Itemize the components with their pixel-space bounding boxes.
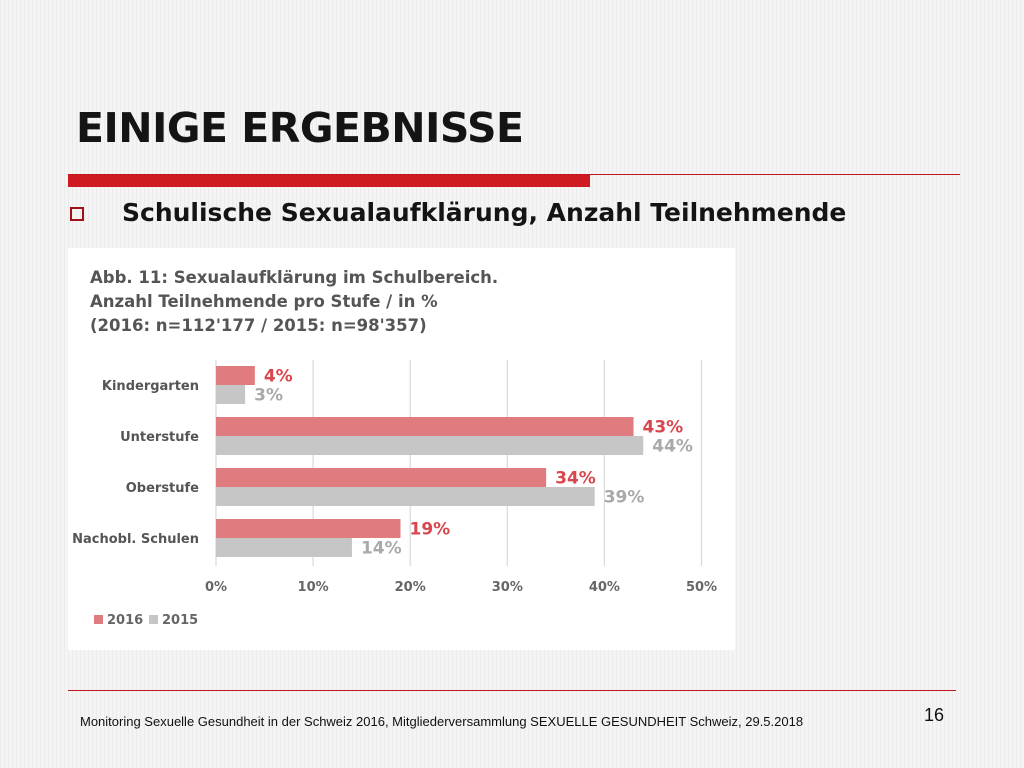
- chart-title-line-3: (2016: n=112'177 / 2015: n=98'357): [90, 316, 427, 335]
- data-label-2015: 39%: [604, 488, 645, 508]
- data-label-2016: 4%: [264, 367, 293, 387]
- page-number: 16: [924, 705, 945, 725]
- chart-title-line-1: Abb. 11: Sexualaufklärung im Schulbereic…: [90, 268, 499, 287]
- x-tick-label: 10%: [298, 580, 329, 595]
- legend-swatch-2016: [94, 615, 103, 624]
- category-label: Kindergarten: [102, 379, 199, 394]
- title-underline-thin: [68, 174, 960, 175]
- footer-rule: [68, 690, 956, 691]
- category-label: Oberstufe: [126, 481, 199, 496]
- title-underline-bar: [68, 175, 590, 187]
- bar-2016: [216, 366, 255, 385]
- data-label-2016: 19%: [409, 520, 450, 540]
- bar-chart: 0% 10% 20% 30% 40% 50% Kindergarten 4%3% Unterst…: [72, 360, 717, 628]
- x-tick-label: 50%: [686, 580, 717, 595]
- data-label-2015: 14%: [361, 539, 402, 559]
- category-label: Nachobl. Schulen: [72, 532, 199, 547]
- legend-label-2015: 2015: [162, 613, 198, 628]
- x-tick-label: 20%: [395, 580, 426, 595]
- bar-2016: [216, 468, 547, 487]
- slide-title: EINIGE ERGEBNISSE: [76, 104, 524, 152]
- bar-2016: [216, 417, 634, 436]
- bar-2015: [216, 538, 352, 557]
- bar-2015: [216, 436, 644, 455]
- bullet-heading: Schulische Sexualaufklärung, Anzahl Teil…: [122, 198, 847, 227]
- square-bullet-icon: [70, 207, 84, 221]
- bar-2015: [216, 487, 595, 506]
- data-label-2015: 3%: [254, 386, 283, 406]
- chart-title: Abb. 11: Sexualaufklärung im Schulbereic…: [90, 266, 498, 338]
- chart-figure: Abb. 11: Sexualaufklärung im Schulbereic…: [68, 248, 735, 650]
- data-label-2015: 44%: [652, 437, 693, 457]
- legend-label-2016: 2016: [107, 613, 143, 628]
- x-tick-label: 30%: [492, 580, 523, 595]
- x-tick-label: 40%: [589, 580, 620, 595]
- category-label: Unterstufe: [120, 430, 199, 445]
- legend-swatch-2015: [149, 615, 158, 624]
- footer-citation: Monitoring Sexuelle Gesundheit in der Sc…: [80, 714, 804, 729]
- x-tick-label: 0%: [205, 580, 227, 595]
- bar-2016: [216, 519, 401, 538]
- data-label-2016: 34%: [555, 469, 596, 489]
- chart-title-line-2: Anzahl Teilnehmende pro Stufe / in %: [90, 292, 438, 311]
- bar-2015: [216, 385, 246, 404]
- data-label-2016: 43%: [643, 418, 684, 438]
